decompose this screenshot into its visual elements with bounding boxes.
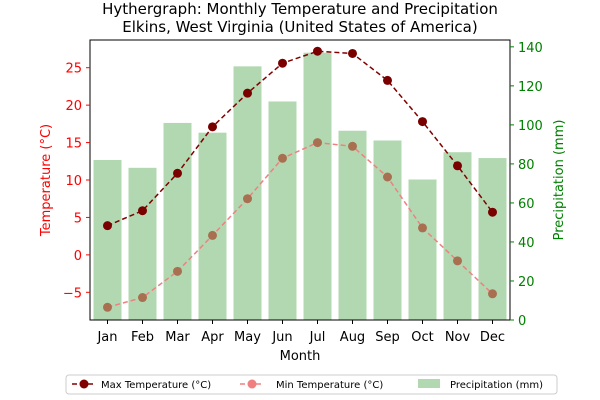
precip-bar-jun xyxy=(268,101,297,321)
precip-bar-oct xyxy=(408,179,437,320)
y-left-tick-label: 25 xyxy=(65,62,82,77)
max-temp-point-may xyxy=(243,88,252,98)
min-temp-point-oct xyxy=(418,223,427,233)
x-tick-label: Jul xyxy=(309,330,326,345)
x-tick-label: Mar xyxy=(165,330,190,345)
legend-entry-min-temp: Min Temperature (°C) xyxy=(240,379,383,391)
y-right-tick-label: 20 xyxy=(518,275,535,290)
max-temp-line xyxy=(107,50,494,227)
y-left-tick-label: 20 xyxy=(65,99,82,114)
y-right-tick-label: 80 xyxy=(518,158,535,173)
y-left-tick-label: 0 xyxy=(74,249,82,264)
legend-entry-max-temp: Max Temperature (°C) xyxy=(72,379,211,391)
max-temp-point-jun xyxy=(278,58,287,68)
precip-bar-aug xyxy=(338,130,367,320)
y-axis-right: 0 20 40 60 80 100 120 140 xyxy=(510,41,543,329)
precip-bar-sep xyxy=(373,140,402,320)
max-temp-point-dec xyxy=(488,207,497,217)
x-tick-label: Jan xyxy=(96,330,117,345)
min-temp-point-dec xyxy=(488,289,497,299)
chart-title: Hythergraph: Monthly Temperature and Pre… xyxy=(102,0,498,18)
min-temp-point-apr xyxy=(208,230,217,240)
x-tick-label: Apr xyxy=(201,330,224,345)
precip-bar-nov xyxy=(443,152,472,320)
min-temp-point-jul xyxy=(313,138,322,148)
y-left-tick-label: 5 xyxy=(74,211,82,226)
min-temp-line xyxy=(107,141,494,308)
legend-marker-min-temp xyxy=(247,379,257,389)
x-axis-label: Month xyxy=(280,349,321,364)
temperature-lines xyxy=(103,46,497,312)
y-right-tick-label: 100 xyxy=(518,119,543,134)
min-temp-point-may xyxy=(243,194,252,204)
y-left-tick-label: 15 xyxy=(65,137,82,152)
min-temp-point-sep xyxy=(383,172,392,182)
max-temp-point-jan xyxy=(103,221,112,231)
y-left-tick-label: −5 xyxy=(63,286,82,301)
min-temp-point-aug xyxy=(348,141,357,151)
x-tick-label: Nov xyxy=(445,330,471,345)
x-tick-label: Oct xyxy=(411,330,433,345)
legend-label-min-temp: Min Temperature (°C) xyxy=(276,380,383,391)
x-tick-label: May xyxy=(234,330,261,345)
max-temp-point-nov xyxy=(453,161,462,171)
x-tick-label: Dec xyxy=(480,330,505,345)
max-temp-point-feb xyxy=(138,206,147,216)
max-temp-point-apr xyxy=(208,122,217,132)
x-tick-label: Aug xyxy=(340,330,365,345)
max-temp-point-aug xyxy=(348,48,357,58)
precip-bar-jul xyxy=(303,52,332,321)
x-tick-label: Sep xyxy=(375,330,400,345)
legend-swatch-precipitation xyxy=(418,379,440,388)
max-temp-point-oct xyxy=(418,117,427,127)
min-temp-point-jan xyxy=(103,302,112,312)
min-temp-point-nov xyxy=(453,256,462,266)
legend-marker-max-temp xyxy=(79,379,89,389)
y-left-tick-label: 10 xyxy=(65,174,82,189)
y-right-tick-label: 60 xyxy=(518,197,535,212)
x-tick-label: Jun xyxy=(271,330,292,345)
min-temp-point-feb xyxy=(138,293,147,303)
y-axis-left-label: Temperature (°C) xyxy=(39,124,54,237)
precip-bar-mar xyxy=(163,122,192,321)
precip-bar-may xyxy=(233,66,262,320)
legend: Max Temperature (°C) Min Temperature (°C… xyxy=(65,374,558,395)
legend-label-precipitation: Precipitation (mm) xyxy=(450,380,543,391)
precip-bar-apr xyxy=(198,132,227,320)
chart-subtitle: Elkins, West Virginia (United States of … xyxy=(122,18,477,36)
legend-label-max-temp: Max Temperature (°C) xyxy=(101,380,211,391)
y-right-tick-label: 120 xyxy=(518,80,543,95)
y-right-tick-label: 0 xyxy=(518,314,526,329)
min-temp-point-mar xyxy=(173,266,182,276)
min-temp-point-jun xyxy=(278,153,287,163)
y-right-tick-label: 40 xyxy=(518,236,535,251)
y-axis-right-label: Precipitation (mm) xyxy=(552,120,567,241)
legend-entry-precipitation: Precipitation (mm) xyxy=(418,379,543,391)
precip-bar-jan xyxy=(93,160,122,320)
x-tick-label: Feb xyxy=(131,330,154,345)
max-temp-point-jul xyxy=(313,46,322,56)
max-temp-point-sep xyxy=(383,75,392,85)
precipitation-bars xyxy=(93,52,507,321)
x-axis: Jan Feb Mar Apr May Jun Jul Aug Sep Oct Nov Dec xyxy=(96,320,505,345)
max-temp-point-mar xyxy=(173,168,182,178)
y-right-tick-label: 140 xyxy=(518,41,543,56)
y-axis-left: −5 0 5 10 15 20 25 xyxy=(63,62,90,301)
